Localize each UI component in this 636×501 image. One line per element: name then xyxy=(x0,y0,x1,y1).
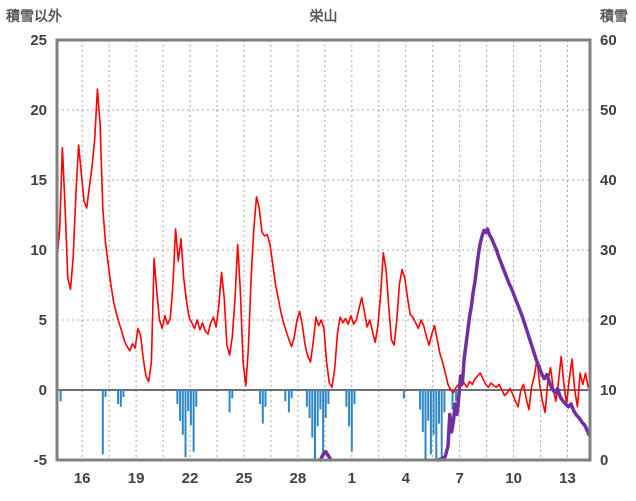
svg-text:0: 0 xyxy=(600,452,608,469)
svg-text:13: 13 xyxy=(559,470,576,487)
right-axis-tick-labels: 60 50 40 30 20 10 0 xyxy=(600,32,617,469)
svg-text:16: 16 xyxy=(74,470,91,487)
svg-text:50: 50 xyxy=(600,102,617,119)
svg-text:30: 30 xyxy=(600,242,617,259)
left-axis-tick-labels: 25 20 15 10 5 0 -5 xyxy=(30,32,47,469)
svg-text:1: 1 xyxy=(348,470,356,487)
svg-text:-5: -5 xyxy=(34,452,47,469)
svg-text:60: 60 xyxy=(600,32,617,49)
temperature-line xyxy=(56,88,590,414)
plot-frame xyxy=(55,38,592,462)
svg-text:25: 25 xyxy=(30,32,47,49)
svg-text:5: 5 xyxy=(39,312,47,329)
svg-text:20: 20 xyxy=(30,102,47,119)
svg-text:20: 20 xyxy=(600,312,617,329)
right-axis-title: 積雪 xyxy=(600,8,628,24)
svg-text:10: 10 xyxy=(30,242,47,259)
svg-text:22: 22 xyxy=(182,470,199,487)
svg-text:10: 10 xyxy=(600,382,617,399)
svg-text:19: 19 xyxy=(128,470,145,487)
snow-depth-line xyxy=(318,227,591,462)
svg-text:28: 28 xyxy=(290,470,307,487)
svg-text:0: 0 xyxy=(39,382,47,399)
svg-text:25: 25 xyxy=(236,470,253,487)
svg-text:10: 10 xyxy=(505,470,522,487)
svg-text:40: 40 xyxy=(600,172,617,189)
svg-text:4: 4 xyxy=(402,470,411,487)
precipitation-bars xyxy=(59,390,458,460)
left-axis-title: 積雪以外 xyxy=(6,8,62,24)
x-axis-tick-labels: 16 19 22 25 28 1 4 7 10 13 xyxy=(74,470,576,487)
svg-text:7: 7 xyxy=(455,470,463,487)
svg-text:15: 15 xyxy=(30,172,47,189)
chart-title: 栄山 xyxy=(309,8,338,24)
